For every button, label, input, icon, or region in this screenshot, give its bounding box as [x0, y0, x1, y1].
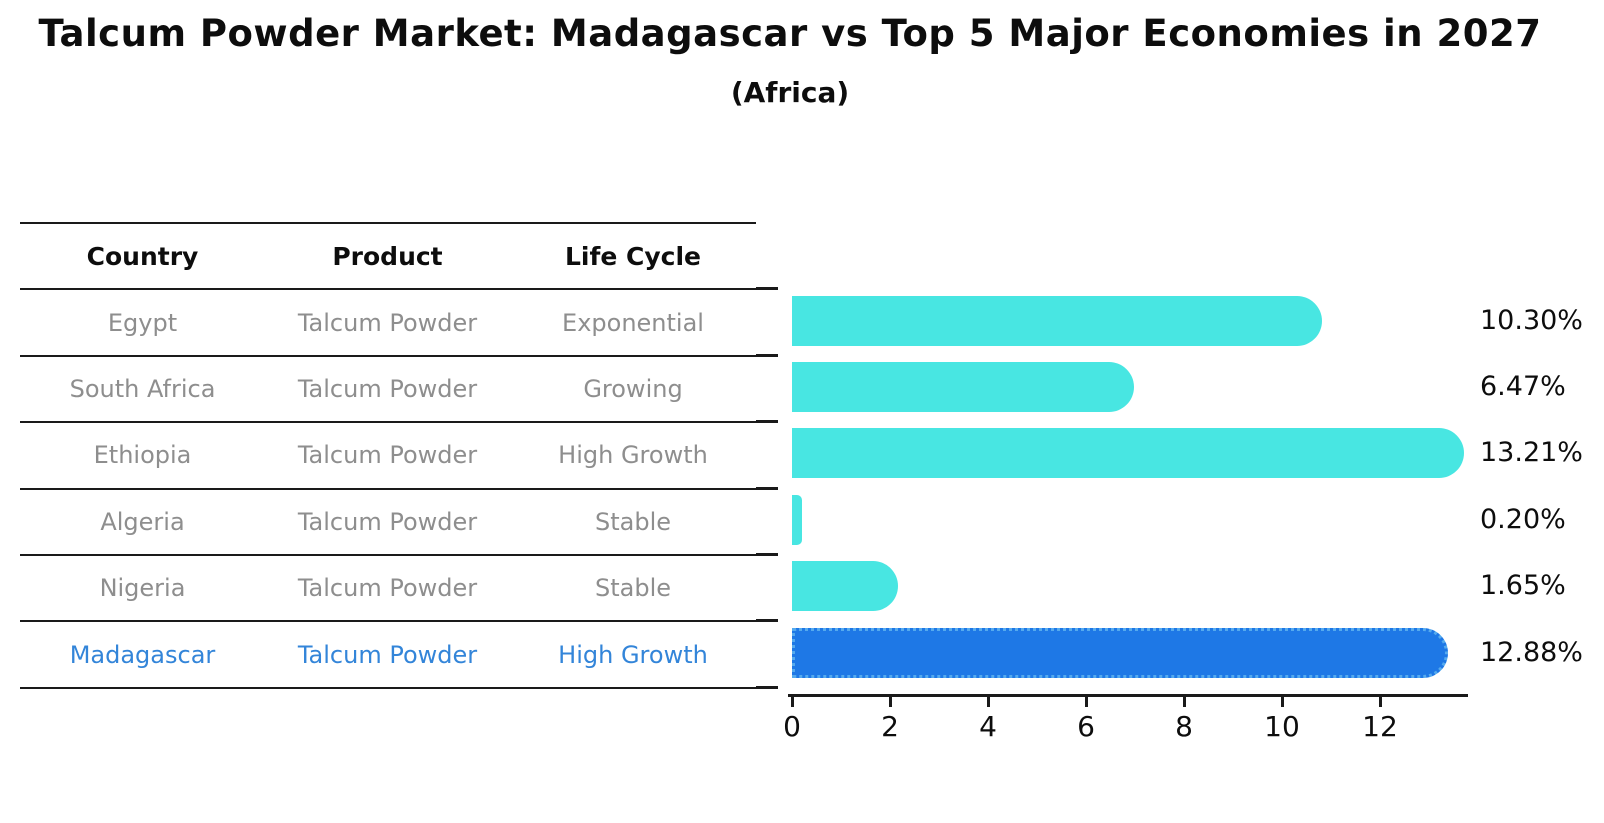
x-axis-tick-label: 0 — [783, 710, 801, 743]
chart-title: Talcum Powder Market: Madagascar vs Top … — [38, 12, 1542, 55]
y-axis-tick — [756, 287, 778, 291]
table-row: Nigeria Talcum Powder Stable — [20, 556, 756, 623]
y-axis-tick — [756, 553, 778, 556]
x-axis-tick-label: 4 — [979, 710, 997, 743]
bar-nigeria — [792, 561, 898, 612]
x-axis-tick — [1280, 694, 1284, 707]
bar-madagascar — [792, 627, 1448, 678]
column-header-product: Product — [332, 241, 443, 271]
bar-algeria — [792, 494, 802, 545]
y-axis-tick — [756, 420, 778, 424]
cell-product: Talcum Powder — [297, 441, 478, 470]
cell-country: South Africa — [69, 374, 216, 403]
table-row: Egypt Talcum Powder Exponential — [20, 290, 756, 357]
cell-life-cycle: Exponential — [562, 308, 704, 337]
table-row: Algeria Talcum Powder Stable — [20, 490, 756, 556]
country-table: Country Product Life Cycle Egypt Talcum … — [20, 222, 756, 689]
x-axis-tick-label: 8 — [1175, 710, 1193, 743]
cell-life-cycle: Stable — [594, 507, 672, 536]
cell-product: Talcum Powder — [297, 507, 478, 536]
table-header-row: Country Product Life Cycle — [20, 224, 756, 291]
cell-product: Talcum Powder — [297, 374, 478, 403]
x-axis-tick-label: 10 — [1264, 710, 1300, 743]
x-axis-tick — [790, 694, 794, 707]
bar-egypt — [792, 295, 1322, 346]
y-axis-tick — [756, 619, 778, 623]
cell-product: Talcum Powder — [297, 574, 478, 603]
x-axis-tick-label: 6 — [1077, 710, 1095, 743]
bar-value-label: 6.47% — [1480, 371, 1566, 402]
bar-value-label: 0.20% — [1480, 503, 1566, 535]
bar-value-label: 13.21% — [1480, 437, 1583, 469]
bar-value-label: 1.65% — [1480, 570, 1566, 602]
bar-ethiopia — [792, 428, 1464, 479]
cell-country: Nigeria — [99, 574, 186, 603]
cell-country: Ethiopia — [93, 441, 192, 470]
cell-product: Talcum Powder — [297, 640, 478, 669]
cell-country: Algeria — [100, 507, 185, 536]
cell-product: Talcum Powder — [297, 308, 478, 337]
y-axis-tick — [756, 353, 778, 357]
table-row: Ethiopia Talcum Powder High Growth — [20, 423, 756, 490]
cell-country: Madagascar — [69, 640, 216, 669]
cell-life-cycle: Stable — [594, 574, 672, 603]
table-row-highlighted: Madagascar Talcum Powder High Growth — [20, 622, 756, 686]
x-axis-tick — [1182, 694, 1186, 707]
x-axis-tick — [1084, 694, 1088, 707]
x-axis-tick — [1378, 694, 1382, 707]
y-axis-tick — [756, 486, 778, 490]
cell-life-cycle: High Growth — [558, 441, 708, 470]
x-axis-tick-label: 12 — [1362, 710, 1398, 743]
x-axis-tick — [986, 694, 990, 707]
y-axis-tick — [756, 685, 778, 689]
bar-value-label: 10.30% — [1480, 304, 1583, 336]
cell-life-cycle: High Growth — [558, 640, 708, 669]
bar-value-label: 12.88% — [1480, 636, 1583, 668]
cell-life-cycle: Growing — [583, 374, 683, 403]
chart-subtitle: (Africa) — [730, 76, 850, 109]
column-header-country: Country — [86, 241, 199, 271]
column-header-life-cycle: Life Cycle — [564, 241, 702, 271]
table-row: South Africa Talcum Powder Growing — [20, 357, 756, 424]
bar-south-africa — [792, 362, 1134, 412]
x-axis-line — [788, 694, 1468, 697]
x-axis-tick-label: 2 — [881, 710, 899, 743]
cell-country: Egypt — [107, 308, 178, 337]
x-axis-tick — [888, 694, 892, 707]
